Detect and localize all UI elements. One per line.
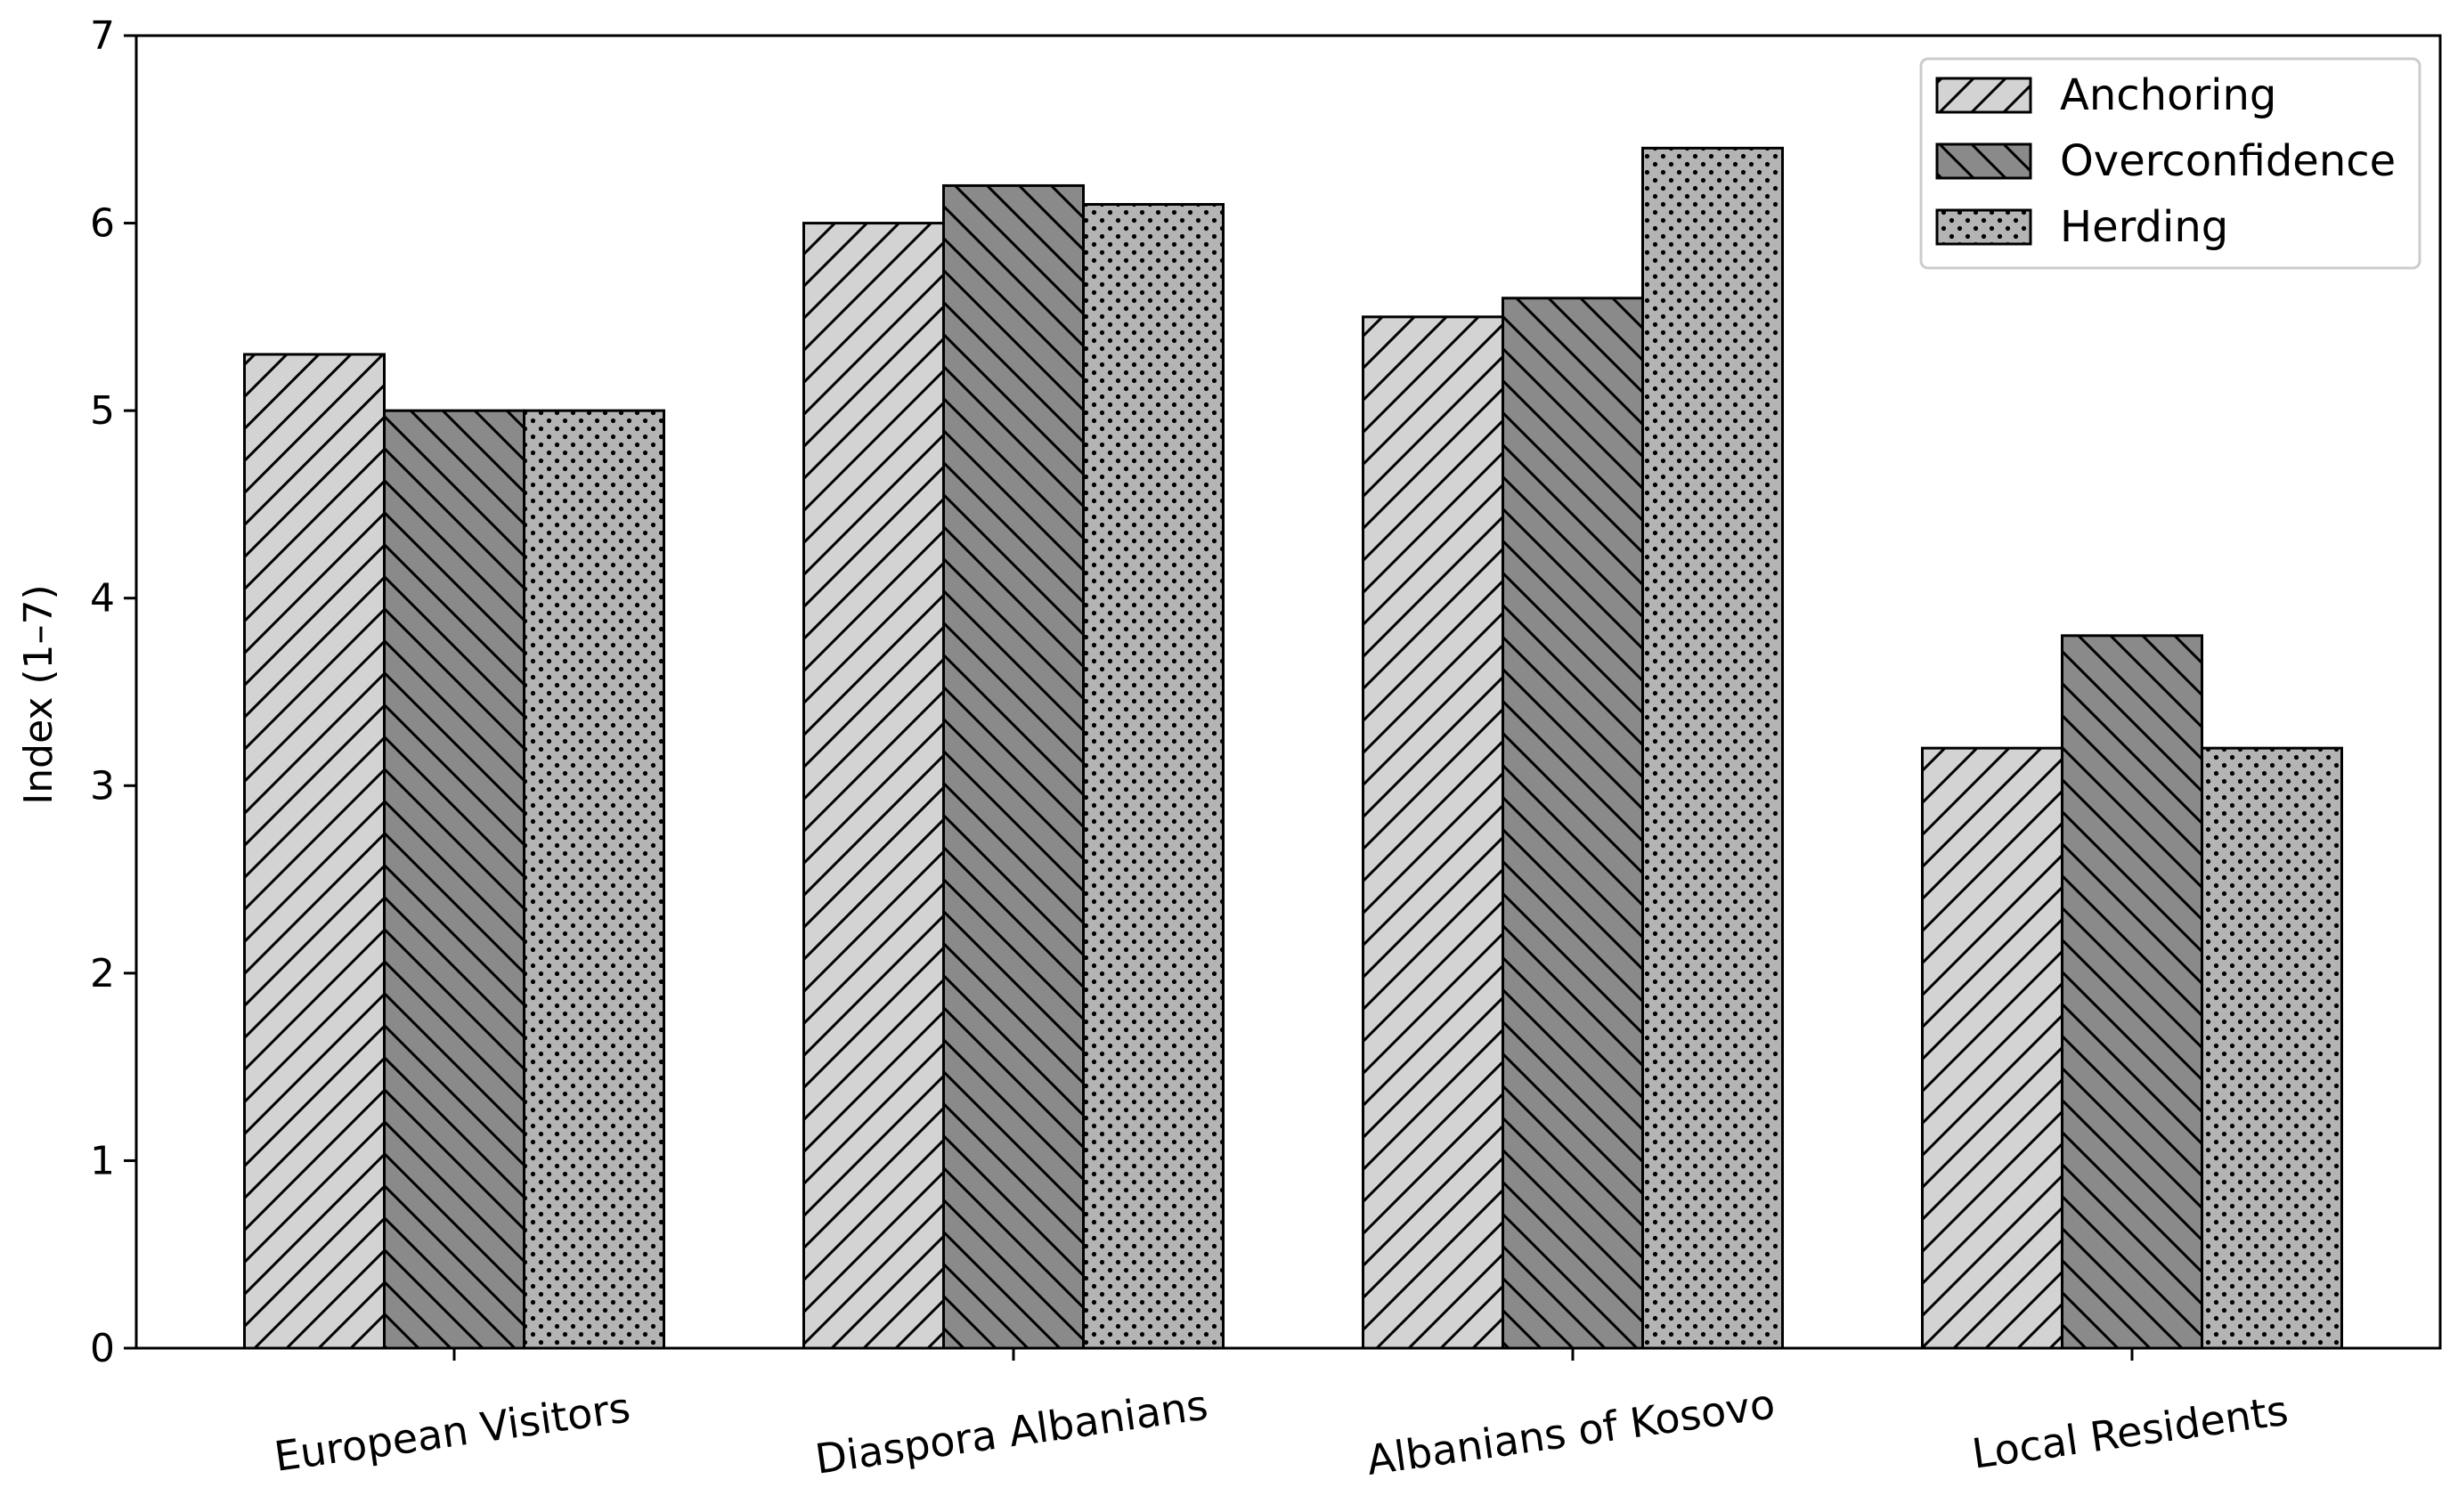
bar-group	[1921, 634, 2343, 1350]
legend-label: Anchoring	[2060, 70, 2276, 120]
y-tick-label: 2	[90, 951, 115, 996]
bar-overconfidence	[383, 409, 525, 1350]
x-category-label: Local Residents	[1969, 1386, 2291, 1478]
y-tick-label: 6	[90, 201, 115, 247]
y-tick-label: 3	[90, 763, 115, 809]
legend-item: Overconfidence	[1935, 136, 2396, 186]
x-category-label: Diaspora Albanians	[812, 1381, 1211, 1484]
plot-area-frame	[134, 34, 2442, 1350]
y-axis-title-layer: Index (1–7)	[16, 584, 61, 804]
legend-swatch	[1935, 142, 2032, 180]
bar-herding	[1641, 146, 1784, 1350]
legend-swatch	[1935, 77, 2032, 114]
bar-herding	[1082, 203, 1225, 1350]
legend-label: Herding	[2060, 202, 2228, 252]
legend-box	[1919, 57, 2421, 270]
y-tick-label: 7	[90, 13, 115, 59]
legend-label: Overconfidence	[2060, 136, 2396, 186]
bar-overconfidence	[942, 183, 1085, 1350]
x-category-label: European Visitors	[272, 1383, 633, 1481]
bar-anchoring	[802, 222, 945, 1350]
bar-herding	[523, 409, 665, 1350]
bar-group	[802, 183, 1225, 1350]
bar-groups	[243, 146, 2343, 1350]
legend-item: Anchoring	[1935, 70, 2276, 120]
x-axis-categories: European Visitors Diaspora Albanians Alban…	[272, 1348, 2291, 1484]
legend-item: Herding	[1935, 202, 2228, 252]
x-category-label: Albanians of Kosovo	[1363, 1379, 1778, 1484]
y-tick-label: 5	[90, 388, 115, 434]
bar-anchoring	[1921, 746, 2063, 1350]
bar-anchoring	[1362, 315, 1504, 1350]
y-axis-title: Index (1–7)	[16, 584, 61, 804]
bar-anchoring	[243, 353, 386, 1350]
bar-group	[243, 353, 665, 1350]
bar-herding	[2201, 746, 2343, 1350]
bar-overconfidence	[2061, 634, 2203, 1350]
legend-items: Anchoring Overconfidence Herding	[1935, 70, 2396, 252]
legend-swatch	[1935, 208, 2032, 246]
y-axis-ticks: 0 1 2 3 4 5 6 7	[90, 13, 136, 1371]
bar-overconfidence	[1502, 297, 1644, 1350]
bar-group	[1362, 146, 1784, 1350]
legend: Anchoring Overconfidence Herding	[1919, 57, 2421, 270]
y-tick-label: 4	[90, 576, 115, 622]
y-tick-label: 0	[90, 1326, 115, 1371]
y-tick-label: 1	[90, 1138, 115, 1183]
